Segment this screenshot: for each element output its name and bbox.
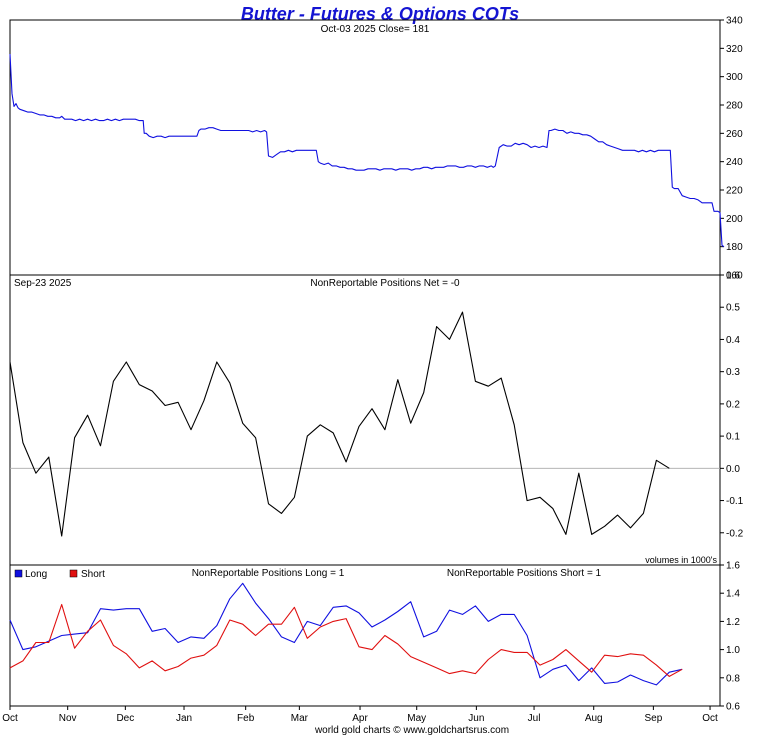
x-tick-label: Nov: [59, 713, 77, 724]
y-tick-label: 0.2: [726, 399, 740, 410]
net-panel-frame: [9, 274, 721, 566]
net-date-label: Sep-23 2025: [14, 278, 72, 289]
price-close-label: Oct-03 2025 Close= 181: [321, 24, 430, 35]
net-title-label: NonReportable Positions Net = -0: [310, 278, 460, 289]
series-line-short: [9, 603, 683, 677]
chart-title: Butter - Futures & Options COTs: [241, 4, 519, 24]
y-tick-label: 260: [726, 129, 743, 140]
y-tick-label: 160: [726, 271, 743, 282]
legend-short-swatch: [69, 569, 78, 578]
series-line-long: [9, 582, 683, 686]
legend-long-label: Long: [25, 569, 47, 580]
long-short-panel-frame: [9, 564, 721, 707]
y-tick-label: -0.2: [726, 528, 744, 539]
series-line-net: [9, 311, 670, 537]
x-tick-label: Jan: [176, 713, 192, 724]
y-tick-label: 200: [726, 214, 743, 225]
x-tick-label: May: [407, 713, 426, 724]
x-tick-label: Oct: [2, 713, 18, 724]
y-tick-label: 0.6: [726, 271, 740, 282]
y-tick-label: 220: [726, 186, 743, 197]
y-tick-label: 320: [726, 44, 743, 55]
y-tick-label: 240: [726, 157, 743, 168]
y-tick-label: 0.5: [726, 303, 740, 314]
y-tick-label: 280: [726, 101, 743, 112]
y-tick-label: 300: [726, 72, 743, 83]
y-tick-label: 1.4: [726, 589, 740, 600]
y-tick-label: 0.1: [726, 432, 740, 443]
y-tick-label: 1.6: [726, 561, 740, 572]
x-tick-label: Sep: [644, 713, 662, 724]
y-tick-label: 340: [726, 16, 743, 27]
x-tick-label: Aug: [585, 713, 603, 724]
y-tick-label: 0.0: [726, 464, 740, 475]
y-tick-label: -0.1: [726, 496, 744, 507]
short-title-label: NonReportable Positions Short = 1: [447, 568, 602, 579]
x-tick-label: Feb: [237, 713, 255, 724]
y-tick-label: 1.2: [726, 617, 740, 628]
series-line-price: [9, 53, 725, 248]
x-tick-label: Jul: [528, 713, 541, 724]
x-tick-label: Oct: [702, 713, 718, 724]
y-tick-label: 0.6: [726, 702, 740, 713]
volumes-note: volumes in 1000's: [645, 555, 717, 565]
x-tick-label: Apr: [352, 713, 368, 724]
x-tick-label: Dec: [116, 713, 134, 724]
legend-short-label: Short: [81, 569, 105, 580]
long-title-label: NonReportable Positions Long = 1: [192, 568, 345, 579]
legend-long-swatch: [14, 569, 23, 578]
footer-credit: world gold charts © www.goldchartsrus.co…: [314, 725, 509, 735]
y-tick-label: 1.0: [726, 645, 740, 656]
y-tick-label: 0.8: [726, 673, 740, 684]
x-tick-label: Mar: [291, 713, 309, 724]
x-tick-label: Jun: [468, 713, 484, 724]
y-tick-label: 0.4: [726, 335, 740, 346]
y-tick-label: 180: [726, 242, 743, 253]
y-tick-label: 0.3: [726, 367, 740, 378]
